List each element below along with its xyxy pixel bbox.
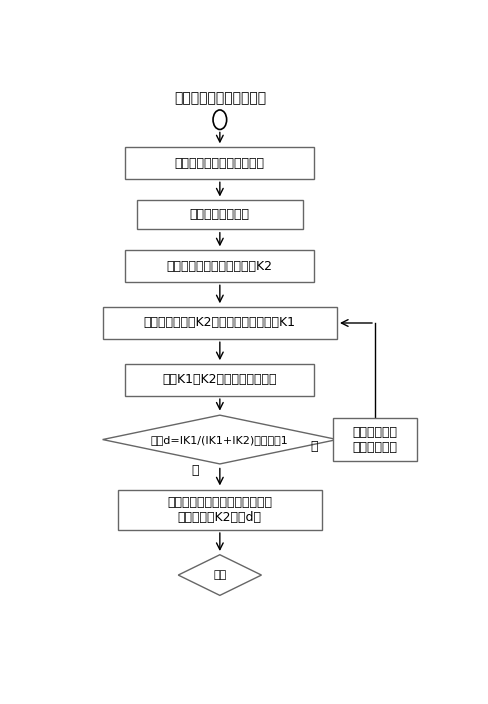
Text: 故障发生在该条支路上，且故障
位置为距离K2节点d处: 故障发生在该条支路上，且故障 位置为距离K2节点d处: [167, 496, 272, 524]
Text: 结束: 结束: [213, 570, 226, 580]
Bar: [333, 418, 417, 461]
Text: 是: 是: [191, 464, 199, 477]
Text: 否: 否: [311, 440, 318, 453]
Bar: [118, 490, 322, 530]
Bar: [125, 147, 314, 180]
Text: 判定距离故障点最近的节点K2: 判定距离故障点最近的节点K2: [167, 260, 273, 272]
Bar: [137, 200, 303, 230]
Bar: [102, 307, 337, 339]
Bar: [125, 250, 314, 282]
Text: 模糊聚类法判断故障区域: 模糊聚类法判断故障区域: [174, 91, 266, 105]
Text: 判断d=IK1/(IK1+IK2)是否小于1: 判断d=IK1/(IK1+IK2)是否小于1: [151, 434, 289, 444]
Text: 计算K1与K2的节点注入电流比: 计算K1与K2的节点注入电流比: [163, 373, 277, 386]
Bar: [125, 364, 314, 396]
Polygon shape: [178, 555, 262, 596]
Polygon shape: [102, 415, 337, 464]
Text: 故障不是发生
在该条支路上: 故障不是发生 在该条支路上: [352, 425, 397, 453]
Text: 遍历法寻找节点K2所在支路的对侧节点K1: 遍历法寻找节点K2所在支路的对侧节点K1: [144, 317, 296, 329]
Text: 求故障区域的节点导纳矩阵: 求故障区域的节点导纳矩阵: [175, 156, 265, 170]
Text: 计算节点注入电流: 计算节点注入电流: [190, 208, 250, 221]
